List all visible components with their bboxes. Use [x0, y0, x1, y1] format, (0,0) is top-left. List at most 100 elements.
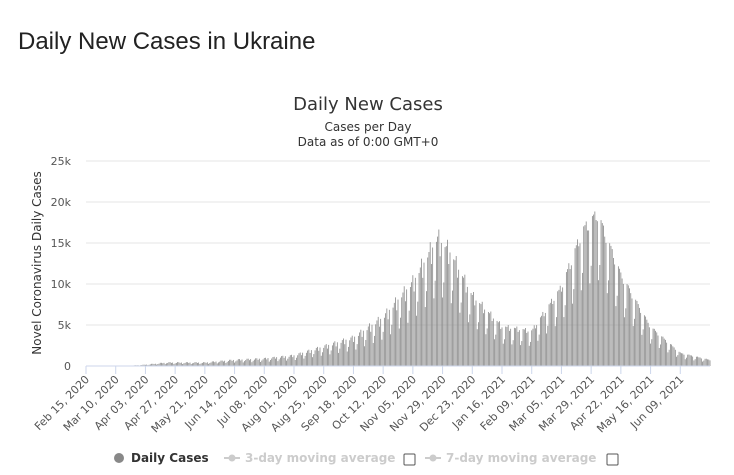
bar	[142, 364, 144, 366]
bar	[398, 328, 400, 366]
bar	[544, 312, 546, 366]
bar	[256, 358, 258, 366]
bar	[640, 312, 642, 366]
bar	[497, 322, 499, 366]
bar	[215, 361, 217, 366]
page-heading: Daily New Cases in Ukraine	[18, 28, 316, 55]
legend-label-daily-cases: Daily Cases	[131, 451, 209, 465]
bar	[229, 359, 231, 366]
bar	[692, 356, 694, 366]
bar	[230, 359, 232, 366]
bar	[153, 364, 155, 366]
bar	[308, 349, 310, 366]
bar	[537, 340, 539, 366]
bar	[509, 330, 510, 366]
bar	[162, 363, 164, 366]
bar	[372, 342, 374, 366]
bar	[684, 359, 686, 366]
bar	[158, 363, 160, 366]
legend: Daily Cases 3-day moving average 7-day mov…	[114, 451, 619, 466]
bar	[483, 313, 484, 366]
bar	[484, 309, 486, 366]
bar	[648, 327, 650, 366]
bar	[149, 364, 151, 366]
y-tick-label: 15k	[51, 237, 72, 250]
bar	[340, 342, 342, 366]
bar	[403, 286, 405, 366]
bar	[262, 359, 264, 366]
bar	[205, 362, 207, 366]
bar	[568, 263, 570, 366]
bar	[193, 362, 195, 366]
bar	[390, 334, 391, 366]
bar	[468, 322, 469, 366]
bar	[168, 362, 170, 366]
bar	[442, 297, 443, 366]
bar	[578, 246, 580, 366]
bar	[323, 347, 325, 366]
bar	[431, 264, 432, 366]
bar	[647, 322, 649, 366]
bar	[502, 343, 504, 366]
bar	[346, 351, 348, 366]
bar	[291, 354, 292, 366]
bar	[286, 360, 287, 366]
y-tick-label: 20k	[51, 196, 72, 209]
bar	[506, 326, 508, 366]
legend-checkbox-7day[interactable]	[606, 453, 619, 466]
bar	[564, 305, 566, 366]
bar	[273, 356, 275, 366]
bar	[527, 331, 529, 366]
bar	[453, 259, 455, 366]
bar	[223, 361, 224, 366]
bar	[208, 363, 209, 366]
bar	[608, 280, 609, 366]
bar	[572, 303, 573, 366]
bar	[521, 341, 523, 366]
bar	[271, 358, 273, 366]
chart-title: Daily New Cases	[293, 94, 443, 115]
bar	[496, 320, 498, 366]
legend-checkbox-3day[interactable]	[403, 453, 416, 466]
bar	[310, 350, 312, 366]
bar	[307, 350, 309, 366]
bar	[518, 330, 520, 366]
bar	[553, 300, 555, 366]
bar	[589, 283, 591, 366]
bar	[345, 339, 347, 366]
bar	[234, 362, 235, 366]
bar	[240, 360, 242, 366]
bar	[175, 362, 177, 366]
bar	[629, 288, 630, 366]
bar	[251, 362, 253, 366]
bar	[335, 346, 337, 366]
bar	[500, 328, 502, 366]
bar	[448, 263, 450, 366]
bar	[588, 230, 590, 366]
bar	[278, 359, 280, 366]
bar	[391, 324, 393, 366]
bar	[531, 330, 533, 366]
bar	[427, 257, 429, 366]
bar	[206, 362, 208, 366]
bar	[192, 363, 193, 366]
bar	[220, 360, 222, 366]
bar	[200, 363, 202, 366]
bar	[526, 332, 528, 366]
bar	[614, 264, 616, 366]
bar	[204, 362, 206, 366]
bar	[375, 324, 377, 366]
bar	[151, 363, 153, 366]
bar	[184, 362, 186, 366]
bar	[402, 292, 404, 366]
bar	[533, 325, 535, 366]
bar	[688, 354, 690, 366]
bar	[294, 360, 296, 366]
bar	[362, 330, 364, 366]
bar	[242, 362, 244, 366]
bar	[412, 275, 414, 366]
bar	[491, 321, 493, 366]
bar	[298, 353, 300, 366]
bar	[458, 269, 460, 366]
